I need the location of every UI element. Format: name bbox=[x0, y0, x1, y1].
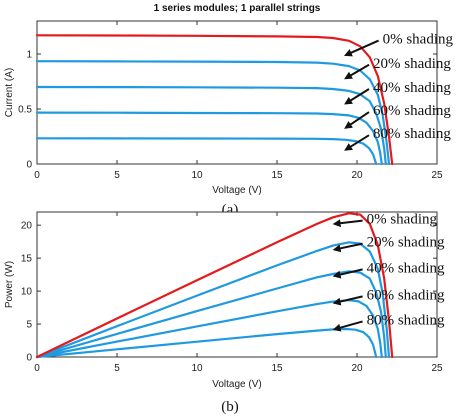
x-tick-label: 15 bbox=[271, 170, 283, 181]
x-tick-label: 25 bbox=[431, 363, 443, 374]
plot-area bbox=[36, 211, 438, 358]
series-line-20pct bbox=[35, 60, 391, 166]
annotation-label: 20% shading bbox=[373, 56, 451, 72]
annotation-arrow bbox=[344, 134, 370, 151]
y-tick-label: 0 bbox=[26, 160, 32, 171]
series-line-20pct bbox=[35, 241, 391, 359]
annotation-label: 0% shading bbox=[383, 32, 454, 48]
x-axis-label: Voltage (V) bbox=[212, 379, 261, 390]
y-tick-label: 10 bbox=[21, 287, 33, 298]
y-tick-label: 15 bbox=[21, 254, 33, 265]
annotation-arrow bbox=[332, 320, 363, 332]
annotation-label: 40% shading bbox=[367, 260, 445, 276]
series-line-60pct bbox=[35, 111, 383, 166]
annotation-label: 60% shading bbox=[367, 287, 445, 303]
series-line-40pct bbox=[35, 85, 387, 166]
series-line-80pct bbox=[35, 137, 378, 166]
subfigure-label: (b) bbox=[221, 399, 239, 415]
y-tick-label: 1 bbox=[26, 50, 32, 61]
annotation-label: 60% shading bbox=[373, 103, 451, 119]
x-tick-label: 20 bbox=[351, 363, 363, 374]
annotation-arrow bbox=[344, 63, 370, 80]
x-tick-label: 20 bbox=[351, 170, 363, 181]
annotation-label: 0% shading bbox=[367, 212, 438, 228]
y-axis-label: Power (W) bbox=[4, 261, 15, 308]
x-tick-label: 15 bbox=[271, 363, 283, 374]
x-tick-label: 5 bbox=[114, 170, 120, 181]
x-tick-label: 5 bbox=[114, 363, 120, 374]
y-tick-label: 0.5 bbox=[18, 105, 32, 116]
y-tick-label: 5 bbox=[26, 320, 32, 331]
annotation-label: 20% shading bbox=[367, 235, 445, 251]
annotation-arrow bbox=[344, 88, 370, 105]
chart-b: 0 5 10 15 20 25 0 5 10 15 20 Voltage (V) Power (W) (b… bbox=[4, 211, 445, 415]
y-tick-label: 20 bbox=[21, 221, 33, 232]
annotation-arrow bbox=[332, 242, 363, 253]
series-line-40pct bbox=[35, 270, 387, 359]
annotation-label: 40% shading bbox=[373, 80, 451, 96]
series-line-80pct bbox=[35, 327, 378, 359]
x-axis-label: Voltage (V) bbox=[212, 185, 261, 196]
annotation-label: 80% shading bbox=[373, 126, 451, 142]
x-tick-label: 10 bbox=[191, 363, 203, 374]
annotation-label: 80% shading bbox=[367, 312, 445, 328]
annotation-arrow bbox=[332, 219, 363, 228]
x-tick-label: 0 bbox=[34, 363, 40, 374]
chart-title: 1 series modules; 1 parallel strings bbox=[154, 3, 321, 14]
y-axis-label: Current (A) bbox=[4, 68, 15, 117]
y-tick-label: 0 bbox=[26, 353, 32, 364]
x-tick-label: 0 bbox=[34, 170, 40, 181]
annotation-arrow bbox=[343, 39, 380, 57]
annotation-arrow bbox=[332, 268, 363, 279]
series-line-0pct bbox=[35, 34, 394, 166]
x-tick-label: 25 bbox=[431, 170, 443, 181]
annotation-arrow bbox=[332, 295, 363, 306]
annotation-arrow bbox=[344, 111, 370, 129]
x-tick-label: 10 bbox=[191, 170, 203, 181]
series-line-0pct bbox=[35, 212, 394, 359]
